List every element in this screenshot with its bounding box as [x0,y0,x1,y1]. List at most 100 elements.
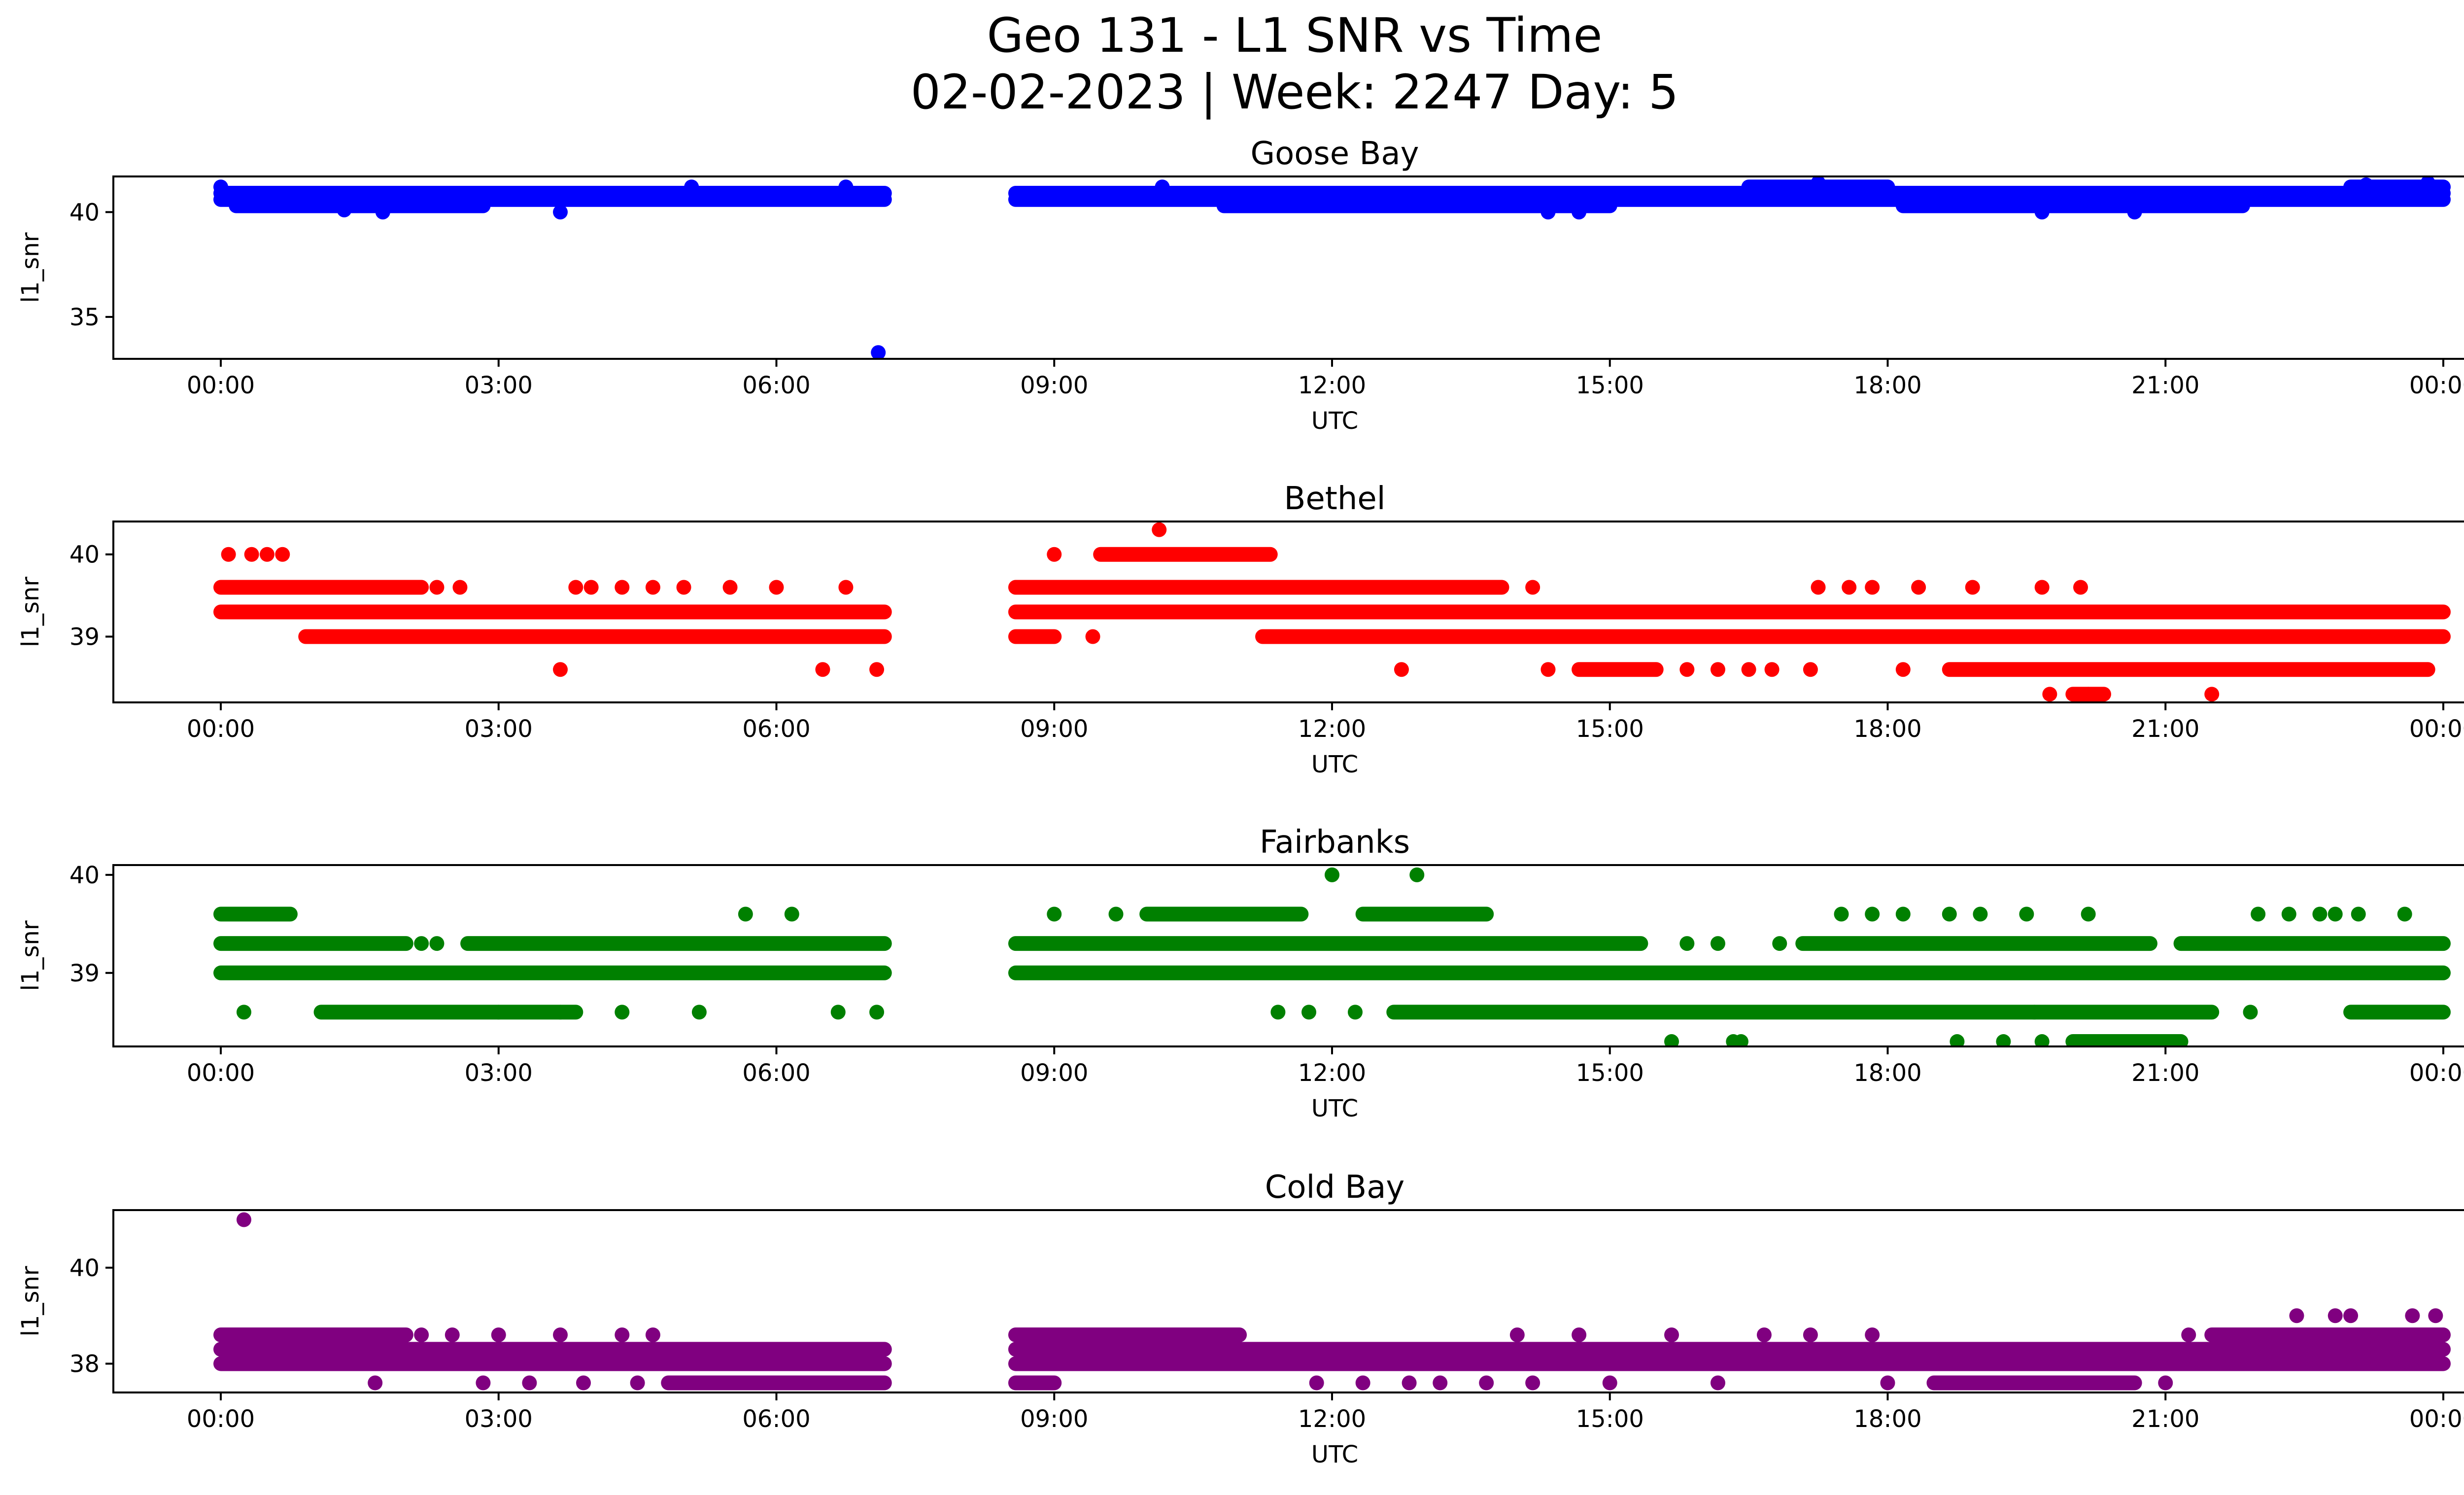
data-point [2327,906,2343,922]
data-point [2343,1308,2359,1323]
data-point [676,580,691,595]
data-point [1965,580,1980,595]
data-point [1270,1005,1286,1020]
subplot-title: Fairbanks [1260,824,1410,861]
x-tick-label: 09:00 [1020,372,1088,399]
data-point [236,1005,251,1020]
data-point [1047,906,1062,922]
data-point [2359,177,2374,193]
data-point [1880,1375,1895,1391]
data-point [275,547,290,562]
data-point [445,1327,460,1343]
data-point [1950,1034,1965,1046]
data-point [1540,205,1556,220]
x-tick-label: 21:00 [2131,1405,2199,1433]
x-tick-label: 03:00 [465,372,533,399]
data-point [769,580,784,595]
data-point [684,179,699,195]
data-point [2405,1308,2420,1323]
y-axis-label: l1_snr [17,232,44,303]
data-point [1152,522,1167,537]
data-point [375,205,390,220]
data-point [259,547,274,562]
x-tick-label: 15:00 [1576,372,1644,399]
data-point [1325,867,1339,882]
data-point [838,179,854,195]
data-point [1834,906,1849,922]
data-point [2019,906,2034,922]
figure-title-line2: 02-02-2023 | Week: 2247 Day: 5 [911,65,1679,120]
x-tick-label: 12:00 [1298,1405,1366,1433]
y-tick-label: 40 [69,1254,100,1282]
data-point [615,1005,630,1020]
data-point [2327,1308,2343,1323]
x-tick-label: 00:00 [187,1059,255,1087]
data-point [337,203,352,218]
data-point [630,1375,645,1391]
data-point [1911,580,1926,595]
data-point [2081,687,2096,702]
data-point [815,662,830,677]
x-tick-label: 00:00 [2409,715,2464,743]
data-point [576,1375,591,1391]
data-point [429,580,445,595]
x-tick-label: 12:00 [1298,715,1366,743]
x-tick-label: 03:00 [465,715,533,743]
data-point [1572,1327,1587,1343]
data-point [2073,580,2088,595]
x-tick-label: 06:00 [742,1059,810,1087]
data-point [1347,1005,1363,1020]
data-point [2251,906,2266,922]
data-point [244,547,259,562]
data-point [1772,936,1787,951]
data-point [553,662,568,677]
data-point [1394,662,1409,677]
x-tick-label: 09:00 [1020,715,1088,743]
data-point [1895,662,1911,677]
data-point [2351,906,2366,922]
scatter-series [213,176,2451,359]
data-point [1733,1034,1748,1046]
data-point [1842,580,1857,595]
data-point [1301,1005,1317,1020]
y-tick-label: 40 [69,862,100,889]
data-point [1085,629,1100,644]
data-point [2042,687,2057,702]
data-point [1811,176,1826,190]
data-point [553,1327,568,1343]
scatter-series [213,867,2451,1046]
x-tick-label: 00:00 [2409,1405,2464,1433]
x-tick-label: 12:00 [1298,372,1366,399]
y-tick-label: 39 [69,624,100,651]
data-point [1756,1327,1772,1343]
data-point [1602,1375,1617,1391]
data-point [1710,662,1725,677]
data-point [1764,662,1780,677]
data-point [2312,906,2327,922]
data-point [2220,604,2235,620]
data-point [2243,1005,2258,1020]
x-tick-label: 06:00 [742,1405,810,1433]
subplot-title: Goose Bay [1251,136,1419,172]
data-point [213,179,228,195]
y-tick-label: 40 [69,541,100,569]
data-point [2158,1375,2173,1391]
data-point [236,1212,251,1227]
data-point [2034,205,2050,220]
x-tick-label: 21:00 [2131,1059,2199,1087]
axes-frame [112,1209,2464,1393]
data-point [583,580,599,595]
data-point [2428,1308,2443,1323]
data-point [871,345,886,359]
axes-frame [112,864,2464,1047]
subplot-1: Goose Bay 00:00 03:00 06:00 09:00 12:00 15:00 1… [17,136,2464,435]
data-point [429,936,445,951]
x-tick-label: 18:00 [1853,372,1921,399]
data-point [1509,1327,1525,1343]
x-tick-label: 06:00 [742,715,810,743]
x-tick-label: 15:00 [1576,1059,1644,1087]
data-point [2204,687,2220,702]
subplot-title: Bethel [1284,481,1385,517]
x-tick-label: 09:00 [1020,1405,1088,1433]
